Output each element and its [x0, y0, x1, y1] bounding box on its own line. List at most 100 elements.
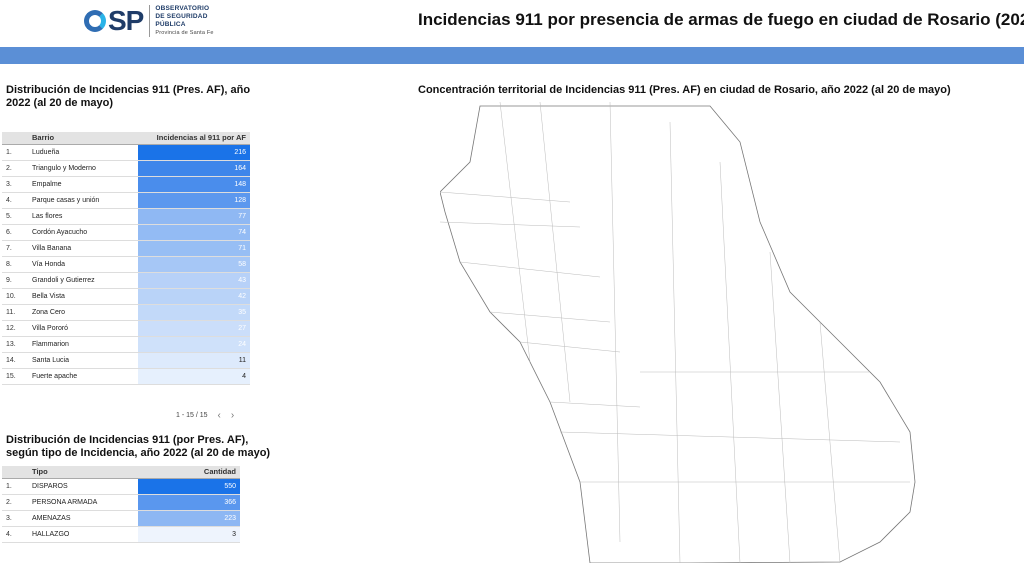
- row-label: Fuerte apache: [28, 368, 138, 385]
- row-value: 35: [138, 304, 250, 321]
- osp-logo[interactable]: SP OBSERVATORIO DE SEGURIDAD PÚBLICA Pro…: [84, 5, 214, 37]
- city-boundary: [440, 105, 916, 563]
- row-index: 3.: [2, 176, 28, 193]
- street-line: [499, 102, 531, 363]
- chevron-left-icon[interactable]: ‹: [217, 410, 221, 421]
- street-line: [719, 161, 741, 563]
- row-index: 5.: [2, 208, 28, 225]
- row-index: 9.: [2, 272, 28, 289]
- row-label: Cordón Ayacucho: [28, 224, 138, 241]
- row-index: 4.: [2, 192, 28, 209]
- row-label: Ludueña: [28, 144, 138, 161]
- street-line: [539, 102, 571, 403]
- logo-line-1: OBSERVATORIO: [155, 5, 210, 12]
- row-label: PERSONA ARMADA: [28, 494, 138, 511]
- table-row[interactable]: 3. Empalme 148: [2, 176, 250, 193]
- row-value: 11: [138, 352, 250, 369]
- street-line: [440, 191, 571, 203]
- row-label: Vía Honda: [28, 256, 138, 273]
- row-label: Las flores: [28, 208, 138, 225]
- street-line: [489, 311, 611, 323]
- logo-caption: OBSERVATORIO DE SEGURIDAD PÚBLICA Provin…: [149, 5, 213, 37]
- chevron-right-icon[interactable]: ›: [230, 410, 235, 421]
- street-line: [459, 261, 601, 278]
- row-index: 12.: [2, 320, 28, 337]
- row-index: 4.: [2, 526, 28, 543]
- table-row[interactable]: 4. Parque casas y unión 128: [2, 192, 250, 209]
- row-label: Villa Banana: [28, 240, 138, 257]
- table-row[interactable]: 2. Triangulo y Moderno 164: [2, 160, 250, 177]
- table-row[interactable]: 1. Ludueña 216: [2, 144, 250, 161]
- row-value: 223: [138, 510, 240, 527]
- street-line: [769, 251, 791, 563]
- street-line: [519, 341, 621, 353]
- row-index: 1.: [2, 144, 28, 161]
- page-header: SP OBSERVATORIO DE SEGURIDAD PÚBLICA Pro…: [0, 0, 1024, 46]
- row-label: Grandoli y Gutierrez: [28, 272, 138, 289]
- map-title: Concentración territorial de Incidencias…: [418, 84, 951, 96]
- pagination-range: 1 - 15 / 15: [176, 412, 208, 419]
- row-index: 14.: [2, 352, 28, 369]
- row-value: 3: [138, 526, 240, 543]
- table-row[interactable]: 2. PERSONA ARMADA 366: [2, 494, 240, 511]
- table-row[interactable]: 8. Vía Honda 58: [2, 256, 250, 273]
- row-label: Bella Vista: [28, 288, 138, 305]
- row-index: 2.: [2, 494, 28, 511]
- row-index: 2.: [2, 160, 28, 177]
- table2-title: Distribución de Incidencias 911 (por Pre…: [6, 434, 271, 459]
- row-value: 77: [138, 208, 250, 225]
- table-row[interactable]: 10. Bella Vista 42: [2, 288, 250, 305]
- row-value: 43: [138, 272, 250, 289]
- logo-line-3: PÚBLICA: [155, 21, 186, 28]
- table-row[interactable]: 9. Grandoli y Gutierrez 43: [2, 272, 250, 289]
- row-value: 58: [138, 256, 250, 273]
- logo-wordmark: SP: [108, 5, 144, 36]
- table-row[interactable]: 3. AMENAZAS 223: [2, 510, 240, 527]
- tipo-column-header[interactable]: Tipo: [28, 466, 138, 479]
- row-index: 15.: [2, 368, 28, 385]
- barrio-column-header[interactable]: Barrio: [28, 132, 138, 145]
- rosario-grid-map[interactable]: 4111261091311751695663221048221935131642…: [440, 102, 930, 563]
- row-label: Zona Cero: [28, 304, 138, 321]
- row-index: 1.: [2, 478, 28, 495]
- row-value: 74: [138, 224, 250, 241]
- row-value: 27: [138, 320, 250, 337]
- table-row[interactable]: 7. Villa Banana 71: [2, 240, 250, 257]
- row-label: AMENAZAS: [28, 510, 138, 527]
- street-line: [559, 431, 901, 443]
- row-index: 10.: [2, 288, 28, 305]
- row-label: HALLAZGO: [28, 526, 138, 543]
- street-line: [549, 401, 641, 408]
- row-value: 71: [138, 240, 250, 257]
- row-label: Triangulo y Moderno: [28, 160, 138, 177]
- table-row[interactable]: 15. Fuerte apache 4: [2, 368, 250, 385]
- table-row[interactable]: 1. DISPAROS 550: [2, 478, 240, 495]
- table-row[interactable]: 13. Flammarion 24: [2, 336, 250, 353]
- table-header-row: Barrio Incidencias al 911 por AF: [2, 132, 250, 145]
- table-row[interactable]: 5. Las flores 77: [2, 208, 250, 225]
- osp-logo-mark-icon: [84, 10, 106, 32]
- cantidad-column-header[interactable]: Cantidad: [138, 466, 240, 479]
- row-index: 13.: [2, 336, 28, 353]
- row-value: 216: [138, 144, 250, 161]
- table1-title: Distribución de Incidencias 911 (Pres. A…: [6, 84, 251, 109]
- row-value: 4: [138, 368, 250, 385]
- street-line: [819, 321, 841, 563]
- table-row[interactable]: 14. Santa Lucia 11: [2, 352, 250, 369]
- table-header-row: Tipo Cantidad: [2, 466, 240, 479]
- table-row[interactable]: 11. Zona Cero 35: [2, 304, 250, 321]
- table1-pagination: 1 - 15 / 15 ‹ ›: [176, 410, 234, 421]
- row-label: Parque casas y unión: [28, 192, 138, 209]
- table-row[interactable]: 6. Cordón Ayacucho 74: [2, 224, 250, 241]
- street-line: [669, 121, 681, 563]
- row-index: 8.: [2, 256, 28, 273]
- table-row[interactable]: 4. HALLAZGO 3: [2, 526, 240, 543]
- tipo-table: Tipo Cantidad 1. DISPAROS 550 2. PERSONA ARM…: [2, 466, 240, 543]
- row-index: 7.: [2, 240, 28, 257]
- incidencias-column-header[interactable]: Incidencias al 911 por AF: [138, 132, 250, 145]
- row-value: 128: [138, 192, 250, 209]
- page-title: Incidencias 911 por presencia de armas d…: [418, 10, 1024, 29]
- header-divider-bar: [0, 47, 1024, 64]
- row-label: Flammarion: [28, 336, 138, 353]
- table-row[interactable]: 12. Villa Pororó 27: [2, 320, 250, 337]
